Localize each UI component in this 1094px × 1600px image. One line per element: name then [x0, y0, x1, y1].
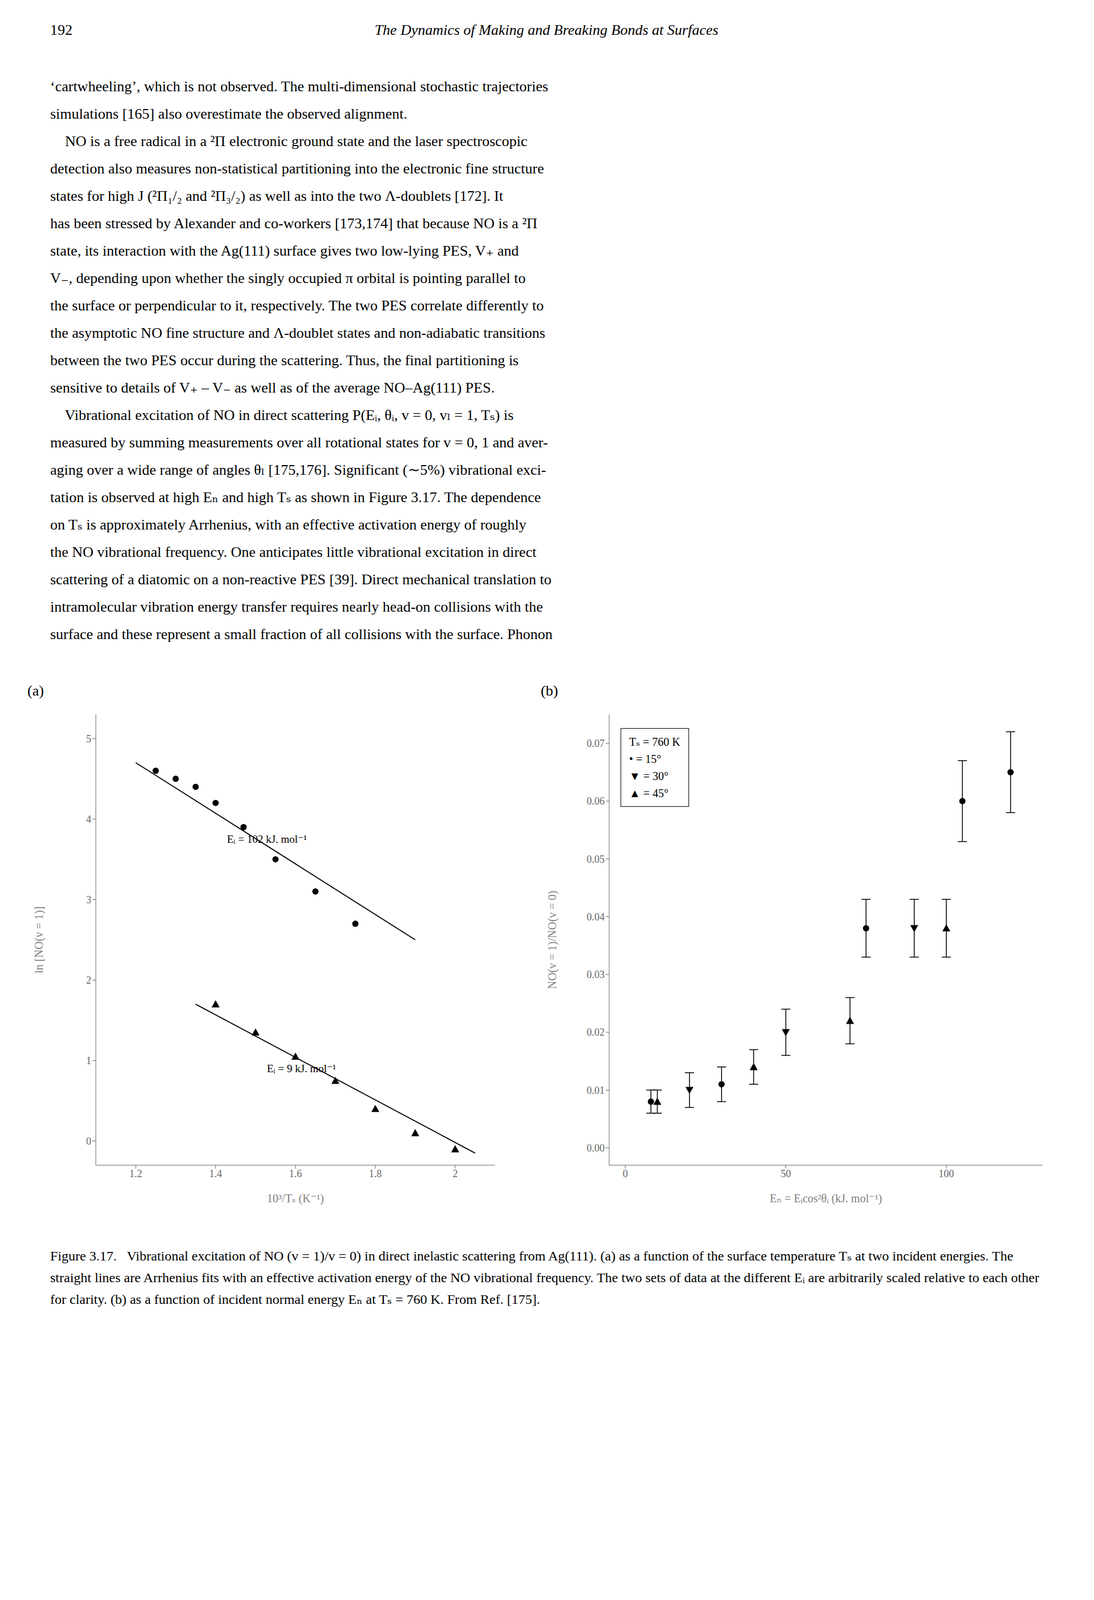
html-text:on Tₛ is approximately Arrheni: on Tₛ is approximately Arrhenius, with a… — [50, 516, 527, 533]
svg-text:0.07: 0.07 — [586, 737, 606, 749]
html-text:(a): (a) — [27, 682, 44, 699]
svg-text:100: 100 — [938, 1167, 955, 1179]
html-text:scattering of a diatomic on a: scattering of a diatomic on a non-reacti… — [50, 570, 552, 588]
html-text:▼ = 30°: ▼ = 30° — [629, 769, 669, 782]
svg-text:5: 5 — [86, 732, 92, 745]
html-text:V₋, depending upon whether the: V₋, depending upon whether the singly oc… — [50, 269, 526, 287]
svg-text:1.2: 1.2 — [129, 1167, 143, 1179]
html-text:the NO vibrational frequency.: the NO vibrational frequency. One antici… — [50, 543, 537, 561]
svg-text:2: 2 — [452, 1167, 459, 1179]
svg-text:2: 2 — [86, 974, 92, 986]
html-text:the surface or perpendicular t: the surface or perpendicular to it, resp… — [50, 297, 544, 314]
svg-text:ln [NO(v = 1)]: ln [NO(v = 1)] — [32, 905, 46, 973]
svg-text:1.6: 1.6 — [289, 1167, 303, 1179]
svg-text:10³/Tₛ (K⁻¹): 10³/Tₛ (K⁻¹) — [266, 1191, 324, 1205]
svg-text:NO(v = 1)/NO(v = 0): NO(v = 1)/NO(v = 0) — [545, 890, 559, 990]
html-text:Figure 3.17. Vibrational excit: Figure 3.17. Vibrational excitation of N… — [50, 1248, 1043, 1307]
html-text:tation is observed at high Eₙ: tation is observed at high Eₙ and high T… — [50, 488, 541, 506]
svg-text:0: 0 — [622, 1167, 628, 1179]
html-text:state, its interaction with th: state, its interaction with the Ag(111) … — [50, 242, 519, 259]
svg-text:0.05: 0.05 — [586, 853, 606, 865]
svg-text:50: 50 — [780, 1167, 792, 1179]
svg-text:0.06: 0.06 — [586, 795, 606, 807]
svg-text:0: 0 — [86, 1135, 92, 1147]
html-text:simulations [165] also overest: simulations [165] also overestimate the … — [50, 105, 408, 123]
html-text:192: 192 — [50, 21, 73, 39]
html-text:surface and these represent a: surface and these represent a small frac… — [50, 625, 553, 643]
svg-text:4: 4 — [86, 813, 92, 825]
html-text:has been stressed by Alexander: has been stressed by Alexander and co-wo… — [50, 215, 538, 232]
svg-text:1.8: 1.8 — [369, 1167, 383, 1179]
svg-text:0.04: 0.04 — [586, 910, 606, 923]
svg-text:1.4: 1.4 — [209, 1167, 223, 1179]
svg-text:3: 3 — [86, 893, 92, 906]
html-text:‘cartwheeling’, which is not o: ‘cartwheeling’, which is not observed. T… — [50, 78, 549, 95]
svg-text:1: 1 — [86, 1054, 92, 1067]
html-text:The Dynamics of Making and Bre: The Dynamics of Making and Breaking Bond… — [374, 21, 719, 39]
html-text:NO is a free radical in a ²Π e: NO is a free radical in a ²Π electronic … — [50, 132, 528, 150]
html-text:states for high J (²Π₁/₂ and ²: states for high J (²Π₁/₂ and ²Π₃/₂) as w… — [50, 187, 504, 205]
svg-text:Eᵢ = 102 kJ. mol⁻¹: Eᵢ = 102 kJ. mol⁻¹ — [227, 832, 307, 845]
svg-text:0.01: 0.01 — [586, 1084, 606, 1096]
html-text:measured by summing measuremen: measured by summing measurements over al… — [50, 434, 548, 451]
svg-text:Eₙ = Eᵢcos²θᵢ (kJ. mol⁻¹): Eₙ = Eᵢcos²θᵢ (kJ. mol⁻¹) — [770, 1191, 883, 1205]
html-text:aging over a wide range of ang: aging over a wide range of angles θₗ [17… — [50, 461, 547, 478]
html-text:Tₛ = 760 K: Tₛ = 760 K — [629, 735, 681, 748]
html-text:detection also measures non-st: detection also measures non-statistical … — [50, 160, 544, 177]
html-text:• = 15°: • = 15° — [629, 752, 662, 765]
html-text:sensitive to details of V₊ – V: sensitive to details of V₊ – V₋ as well … — [50, 379, 495, 396]
svg-text:0.00: 0.00 — [586, 1141, 606, 1154]
html-text:the asymptotic NO fine structu: the asymptotic NO fine structure and Λ-d… — [50, 324, 546, 342]
svg-text:Eᵢ = 9 kJ. mol⁻¹: Eᵢ = 9 kJ. mol⁻¹ — [266, 1062, 336, 1075]
html-text:intramolecular vibration energ: intramolecular vibration energy transfer… — [50, 598, 543, 615]
html-text:(b): (b) — [540, 682, 559, 699]
svg-text:0.02: 0.02 — [586, 1026, 606, 1038]
html-text:between the two PES occur duri: between the two PES occur during the sca… — [50, 351, 519, 369]
html-text:Vibrational excitation of NO i: Vibrational excitation of NO in direct s… — [50, 406, 514, 424]
svg-text:0.03: 0.03 — [586, 968, 606, 980]
html-text:▲ = 45°: ▲ = 45° — [629, 786, 669, 800]
